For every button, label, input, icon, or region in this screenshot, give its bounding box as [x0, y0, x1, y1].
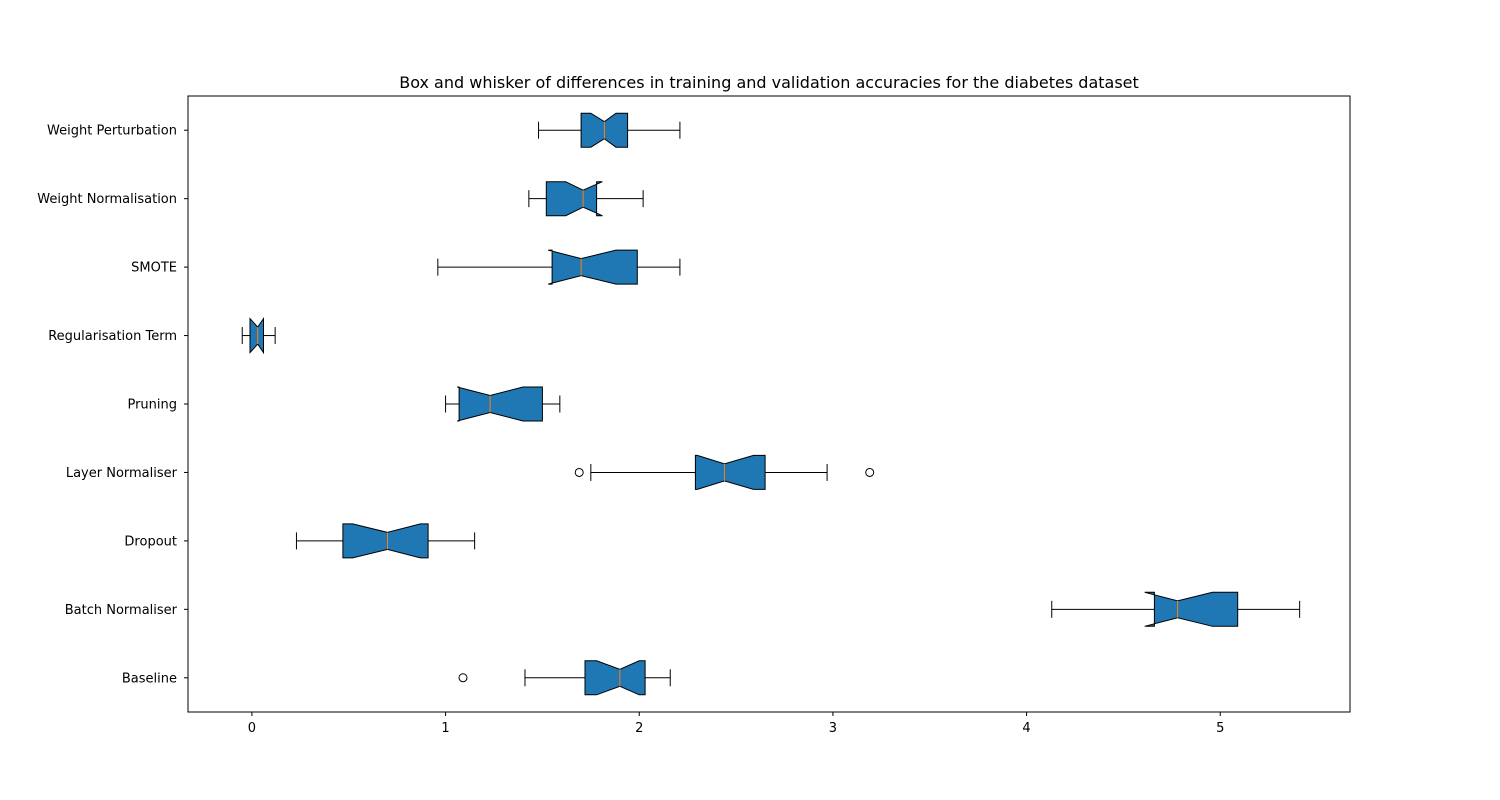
y-tick-label: Layer Normaliser: [66, 466, 178, 481]
y-tick-label: Batch Normaliser: [65, 603, 178, 618]
box-weight-normalisation: [528, 181, 644, 217]
box-body: [584, 660, 646, 696]
y-axis: Weight Perturbation Weight Normalisation S…: [37, 124, 188, 686]
chart-title: Box and whisker of differences in traini…: [399, 73, 1139, 92]
box-batch-normaliser: [1051, 591, 1301, 627]
x-tick-label: 1: [441, 721, 449, 736]
x-tick-label: 0: [248, 721, 256, 736]
y-tick-label: Regularisation Term: [48, 329, 177, 344]
outlier-point: [458, 673, 468, 683]
box-weight-perturbation: [538, 112, 681, 148]
y-tick-label: Baseline: [122, 671, 177, 686]
y-tick-label: Pruning: [127, 398, 177, 413]
x-tick-label: 4: [1022, 721, 1030, 736]
x-tick-label: 5: [1216, 721, 1224, 736]
x-axis: 0 1 2 3 4 5: [248, 712, 1224, 736]
box-body: [694, 454, 766, 490]
y-tick-label: Weight Perturbation: [47, 124, 177, 139]
box-body: [249, 316, 264, 355]
box-regularisation-term: [241, 316, 276, 355]
outlier-point: [574, 467, 584, 477]
plot-area-frame: [187, 95, 1351, 713]
chart-marks: [241, 112, 1301, 696]
box-body: [342, 523, 429, 559]
box-body: [548, 249, 638, 285]
box-body: [1144, 591, 1239, 627]
x-tick-label: 2: [635, 721, 643, 736]
y-tick-label: SMOTE: [131, 261, 177, 276]
y-tick-label: Weight Normalisation: [37, 192, 177, 207]
box-baseline: [458, 660, 671, 696]
x-tick-label: 3: [829, 721, 837, 736]
box-dropout: [295, 523, 476, 559]
box-body: [457, 386, 543, 422]
y-tick-label: Dropout: [124, 534, 177, 549]
outlier-point: [865, 467, 875, 477]
box-pruning: [445, 386, 561, 422]
box-layer-normaliser: [574, 454, 875, 490]
box-body: [545, 181, 603, 217]
box-smote: [437, 249, 681, 285]
